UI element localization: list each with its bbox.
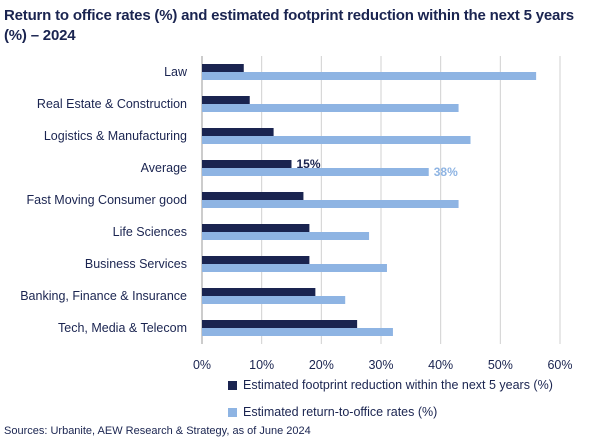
x-tick-label: 20% (309, 358, 334, 372)
data-labels: 15% 38% (297, 157, 459, 179)
bar-return-to-office (202, 104, 459, 112)
bar-footprint-reduction (202, 256, 310, 264)
chart-title: Return to office rates (%) and estimated… (4, 7, 574, 44)
category-labels: Law Real Estate & Construction Logistics &… (20, 65, 188, 335)
category-label: Logistics & Manufacturing (44, 129, 187, 143)
data-label: 15% (297, 157, 321, 171)
legend-swatch-return-to-office (228, 407, 237, 417)
category-label: Banking, Finance & Insurance (20, 289, 187, 303)
bar-return-to-office (202, 72, 537, 80)
category-label: Law (164, 65, 188, 79)
bar-return-to-office (202, 296, 346, 304)
data-label: 38% (434, 165, 458, 179)
bar-return-to-office (202, 328, 393, 336)
x-tick-label: 30% (368, 358, 393, 372)
x-tick-label: 60% (547, 358, 572, 372)
x-tick-label: 50% (488, 358, 513, 372)
bar-footprint-reduction (202, 96, 250, 104)
bar-footprint-reduction (202, 128, 274, 136)
category-label: Average (141, 161, 187, 175)
bars (202, 64, 537, 336)
category-label: Tech, Media & Telecom (58, 321, 187, 335)
bar-return-to-office (202, 168, 429, 176)
category-label: Business Services (85, 257, 187, 271)
legend-label-return-to-office: Estimated return-to-office rates (%) (243, 405, 438, 419)
bar-footprint-reduction (202, 192, 304, 200)
bar-return-to-office (202, 200, 459, 208)
x-tick-labels: 0% 10% 20% 30% 40% 50% 60% (193, 358, 573, 372)
category-label: Fast Moving Consumer good (27, 193, 188, 207)
source-note: Sources: Urbanite, AEW Research & Strate… (4, 425, 311, 437)
category-label: Life Sciences (113, 225, 187, 239)
bar-return-to-office (202, 136, 471, 144)
legend-label-footprint: Estimated footprint reduction within the… (243, 378, 553, 392)
bar-return-to-office (202, 232, 370, 240)
bar-footprint-reduction (202, 64, 244, 72)
bar-footprint-reduction (202, 320, 358, 328)
bar-footprint-reduction (202, 224, 310, 232)
bar-footprint-reduction (202, 160, 292, 168)
bar-return-to-office (202, 264, 387, 272)
legend-item-return-to-office: Estimated return-to-office rates (%) (228, 405, 437, 419)
x-tick-label: 10% (249, 358, 274, 372)
x-tick-label: 0% (193, 358, 211, 372)
legend-item-footprint: Estimated footprint reduction within the… (228, 378, 553, 392)
x-tick-label: 40% (428, 358, 453, 372)
category-label: Real Estate & Construction (37, 97, 187, 111)
bar-footprint-reduction (202, 288, 316, 296)
legend-swatch-footprint (228, 380, 237, 390)
